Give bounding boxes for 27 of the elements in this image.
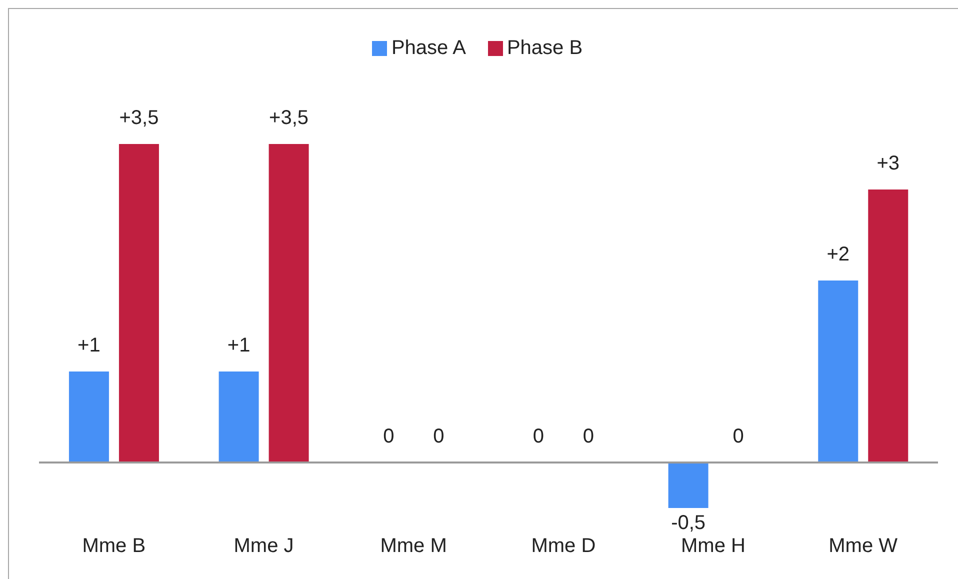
x-tick-label: Mme M [380, 535, 447, 558]
data-label: +3,5 [269, 107, 309, 129]
data-label: +2 [826, 244, 850, 266]
data-label: +3 [876, 152, 900, 174]
bar [818, 280, 858, 462]
x-tick-label: Mme W [828, 535, 898, 558]
x-tick-label: Mme J [234, 535, 294, 558]
bar [668, 462, 708, 508]
data-label: 0 [582, 425, 594, 448]
data-label: 0 [383, 425, 394, 448]
data-label: 0 [532, 425, 544, 448]
bar [268, 144, 309, 462]
bar [218, 372, 259, 462]
data-label: +1 [227, 334, 250, 356]
legend-label: Phase A [391, 37, 466, 59]
data-label: 0 [433, 425, 444, 448]
x-tick-label: Mme H [681, 535, 746, 558]
data-label: +1 [78, 334, 100, 356]
x-tick-label: Mme B [82, 535, 146, 558]
bar [118, 144, 159, 462]
data-label: +3,5 [119, 107, 159, 129]
bar [868, 190, 908, 462]
bar [68, 372, 109, 462]
x-tick-label: Mme D [531, 535, 596, 558]
data-label: -0,5 [671, 512, 706, 534]
data-label: 0 [732, 425, 744, 448]
legend-label: Phase B [506, 37, 583, 59]
